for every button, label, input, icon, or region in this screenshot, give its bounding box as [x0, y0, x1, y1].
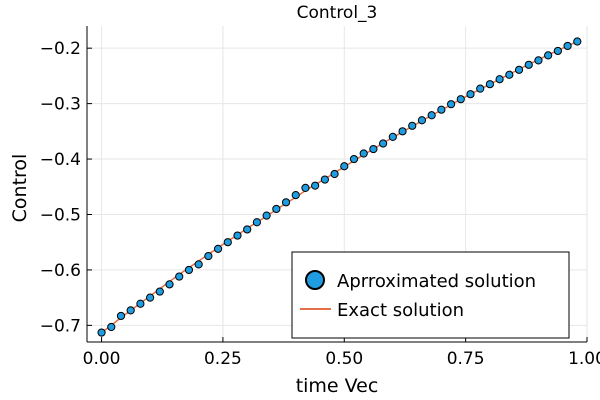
approximated-point — [476, 84, 485, 93]
x-ticks: 0.00 0.25 0.50 0.75 1.00 — [83, 337, 600, 369]
approximated-point — [126, 306, 135, 315]
approximated-point — [514, 65, 524, 74]
approximated-point — [544, 51, 553, 60]
y-tick-label: −0.3 — [40, 95, 81, 115]
approximated-point — [379, 139, 388, 148]
approximated-point — [340, 162, 349, 171]
approximated-point — [427, 111, 436, 120]
y-axis-label: Control — [9, 154, 31, 223]
approximated-point — [485, 80, 495, 89]
approximated-point — [233, 231, 242, 240]
chart-title: Control_3 — [297, 3, 378, 23]
y-tick-label: −0.5 — [40, 205, 81, 225]
y-tick-label: −0.4 — [40, 150, 81, 170]
approximated-point — [466, 90, 475, 99]
approximated-point — [204, 251, 213, 261]
approximated-point — [505, 70, 514, 79]
approximated-point — [446, 100, 456, 109]
approximated-point — [408, 121, 417, 130]
approximated-point — [272, 204, 281, 214]
approximated-point — [573, 37, 582, 46]
y-tick-label: −0.6 — [40, 261, 81, 281]
x-tick-label: 0.50 — [325, 349, 363, 369]
approximated-point — [359, 149, 368, 158]
approximated-point — [165, 280, 174, 289]
approximated-point — [456, 95, 465, 104]
approximated-point — [417, 116, 427, 125]
y-tick-label: −0.2 — [40, 39, 81, 59]
approximated-point — [213, 244, 223, 253]
approximated-point — [136, 299, 145, 308]
approximated-point — [320, 175, 329, 184]
series-approximated — [97, 37, 582, 337]
approximated-point — [553, 46, 562, 56]
approximated-point — [184, 265, 194, 275]
approximated-point — [301, 183, 310, 192]
approximated-point — [281, 198, 291, 207]
y-ticks: −0.7 −0.6 −0.5 −0.4 −0.3 −0.2 — [40, 39, 92, 336]
legend-box — [291, 251, 570, 339]
approximated-point — [175, 272, 184, 281]
approximated-point — [155, 287, 164, 296]
approximated-point — [563, 41, 572, 51]
approximated-point — [524, 60, 533, 69]
approximated-point — [97, 328, 106, 337]
approximated-point — [194, 260, 203, 269]
approximated-point — [388, 132, 397, 141]
approximated-point — [223, 238, 232, 247]
legend-marker-approximated — [305, 270, 325, 290]
legend-label-approximated: Aprroximated solution — [337, 271, 536, 292]
x-tick-label: 0.75 — [447, 349, 485, 369]
legend: Aprroximated solution Exact solution — [291, 251, 570, 339]
approximated-point — [146, 293, 155, 302]
approximated-point — [534, 56, 543, 65]
legend-label-exact: Exact solution — [337, 300, 464, 321]
approximated-point — [291, 190, 300, 200]
approximated-point — [369, 144, 378, 154]
x-axis-label: time Vec — [296, 375, 379, 397]
approximated-point — [262, 211, 271, 220]
approximated-point — [495, 75, 504, 84]
approximated-point — [107, 322, 116, 332]
x-tick-label: 0.00 — [83, 349, 121, 369]
axes — [86, 26, 587, 343]
approximated-point — [252, 218, 262, 227]
approximated-point — [116, 311, 126, 321]
approximated-point — [243, 225, 252, 234]
approximated-point — [349, 154, 359, 164]
approximated-point — [311, 181, 320, 190]
approximated-point — [437, 105, 446, 114]
y-tick-label: −0.7 — [40, 316, 81, 336]
approximated-point — [330, 169, 339, 179]
approximated-point — [398, 127, 407, 136]
x-tick-label: 1.00 — [568, 349, 600, 369]
x-tick-label: 0.25 — [204, 349, 242, 369]
